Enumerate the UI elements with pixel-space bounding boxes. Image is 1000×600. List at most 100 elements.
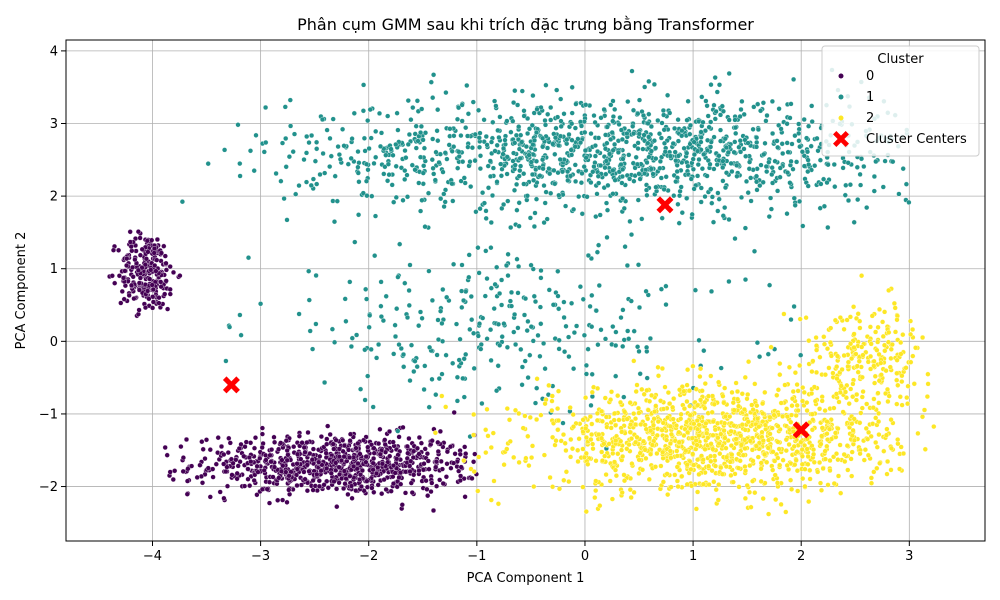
point-cluster-2 (908, 359, 914, 365)
point-cluster-1 (501, 201, 507, 208)
point-cluster-0 (375, 482, 381, 488)
point-cluster-1 (500, 145, 507, 151)
point-cluster-0 (226, 435, 232, 441)
point-cluster-2 (485, 433, 491, 439)
point-cluster-1 (454, 398, 460, 404)
point-cluster-1 (631, 328, 637, 334)
point-cluster-1 (701, 151, 707, 157)
point-cluster-2 (802, 483, 808, 489)
point-cluster-2 (488, 444, 494, 451)
point-cluster-0 (221, 451, 227, 458)
point-cluster-1 (205, 161, 211, 167)
point-cluster-1 (900, 166, 906, 172)
point-cluster-0 (469, 475, 475, 481)
point-cluster-1 (503, 262, 510, 269)
point-cluster-1 (738, 194, 745, 200)
point-cluster-1 (684, 195, 690, 201)
point-cluster-2 (738, 442, 744, 448)
point-cluster-2 (674, 464, 680, 470)
point-cluster-2 (745, 419, 751, 425)
point-cluster-0 (321, 482, 327, 488)
point-cluster-1 (733, 130, 739, 136)
point-cluster-2 (856, 358, 862, 364)
point-cluster-2 (483, 450, 489, 456)
point-cluster-2 (612, 467, 619, 473)
point-cluster-1 (498, 161, 504, 167)
point-cluster-1 (478, 341, 484, 348)
point-cluster-1 (438, 308, 444, 314)
point-cluster-1 (755, 126, 761, 133)
point-cluster-1 (714, 89, 720, 95)
point-cluster-1 (768, 195, 774, 201)
point-cluster-1 (409, 162, 415, 168)
point-cluster-1 (519, 382, 525, 388)
point-cluster-1 (784, 140, 790, 146)
point-cluster-1 (402, 176, 408, 182)
point-cluster-1 (675, 138, 681, 144)
point-cluster-2 (627, 487, 633, 493)
point-cluster-1 (812, 163, 818, 169)
point-cluster-2 (742, 464, 748, 470)
point-cluster-1 (658, 286, 664, 292)
point-cluster-1 (363, 178, 370, 184)
point-cluster-0 (167, 291, 173, 297)
point-cluster-1 (792, 133, 798, 139)
point-cluster-1 (855, 197, 861, 203)
point-cluster-1 (306, 297, 312, 303)
point-cluster-1 (484, 276, 490, 282)
point-cluster-1 (523, 144, 529, 150)
point-cluster-2 (825, 482, 831, 488)
point-cluster-0 (373, 470, 380, 477)
point-cluster-0 (280, 497, 286, 503)
point-cluster-0 (271, 464, 278, 470)
point-cluster-2 (665, 492, 671, 498)
point-cluster-1 (583, 102, 589, 108)
point-cluster-2 (526, 463, 532, 469)
chart-title: Phân cụm GMM sau khi trích đặc trưng bằn… (297, 15, 754, 34)
x-tick-label: 0 (581, 549, 589, 564)
point-cluster-2 (765, 445, 771, 451)
point-cluster-1 (477, 153, 484, 159)
point-cluster-1 (845, 160, 851, 166)
point-cluster-2 (722, 413, 728, 419)
point-cluster-1 (511, 100, 517, 106)
point-cluster-2 (696, 422, 702, 428)
point-cluster-2 (806, 338, 812, 344)
point-cluster-1 (371, 160, 377, 166)
point-cluster-0 (151, 246, 158, 252)
point-cluster-2 (892, 329, 899, 335)
point-cluster-1 (663, 302, 669, 308)
point-cluster-1 (704, 173, 710, 179)
point-cluster-1 (742, 277, 749, 283)
point-cluster-2 (840, 409, 846, 415)
point-cluster-1 (624, 262, 630, 269)
point-cluster-0 (266, 500, 273, 506)
point-cluster-2 (848, 341, 854, 347)
point-cluster-2 (894, 357, 900, 363)
point-cluster-1 (723, 144, 729, 151)
point-cluster-1 (587, 303, 593, 309)
point-cluster-1 (533, 158, 540, 164)
point-cluster-1 (392, 333, 399, 340)
point-cluster-1 (540, 157, 546, 163)
point-cluster-1 (585, 346, 591, 352)
point-cluster-2 (774, 480, 781, 486)
point-cluster-1 (362, 347, 368, 353)
point-cluster-2 (611, 459, 618, 465)
point-cluster-1 (720, 213, 726, 219)
point-cluster-1 (775, 188, 781, 194)
point-cluster-2 (655, 373, 662, 379)
point-cluster-2 (653, 403, 659, 409)
point-cluster-1 (347, 279, 353, 285)
point-cluster-1 (391, 351, 397, 357)
point-cluster-2 (634, 434, 640, 440)
point-cluster-2 (853, 397, 859, 403)
point-cluster-1 (779, 141, 785, 147)
point-cluster-1 (610, 324, 616, 330)
point-cluster-2 (643, 426, 649, 432)
point-cluster-1 (642, 170, 648, 177)
point-cluster-1 (412, 358, 418, 364)
point-cluster-1 (495, 127, 501, 133)
point-cluster-1 (435, 107, 441, 113)
point-cluster-1 (378, 279, 384, 285)
